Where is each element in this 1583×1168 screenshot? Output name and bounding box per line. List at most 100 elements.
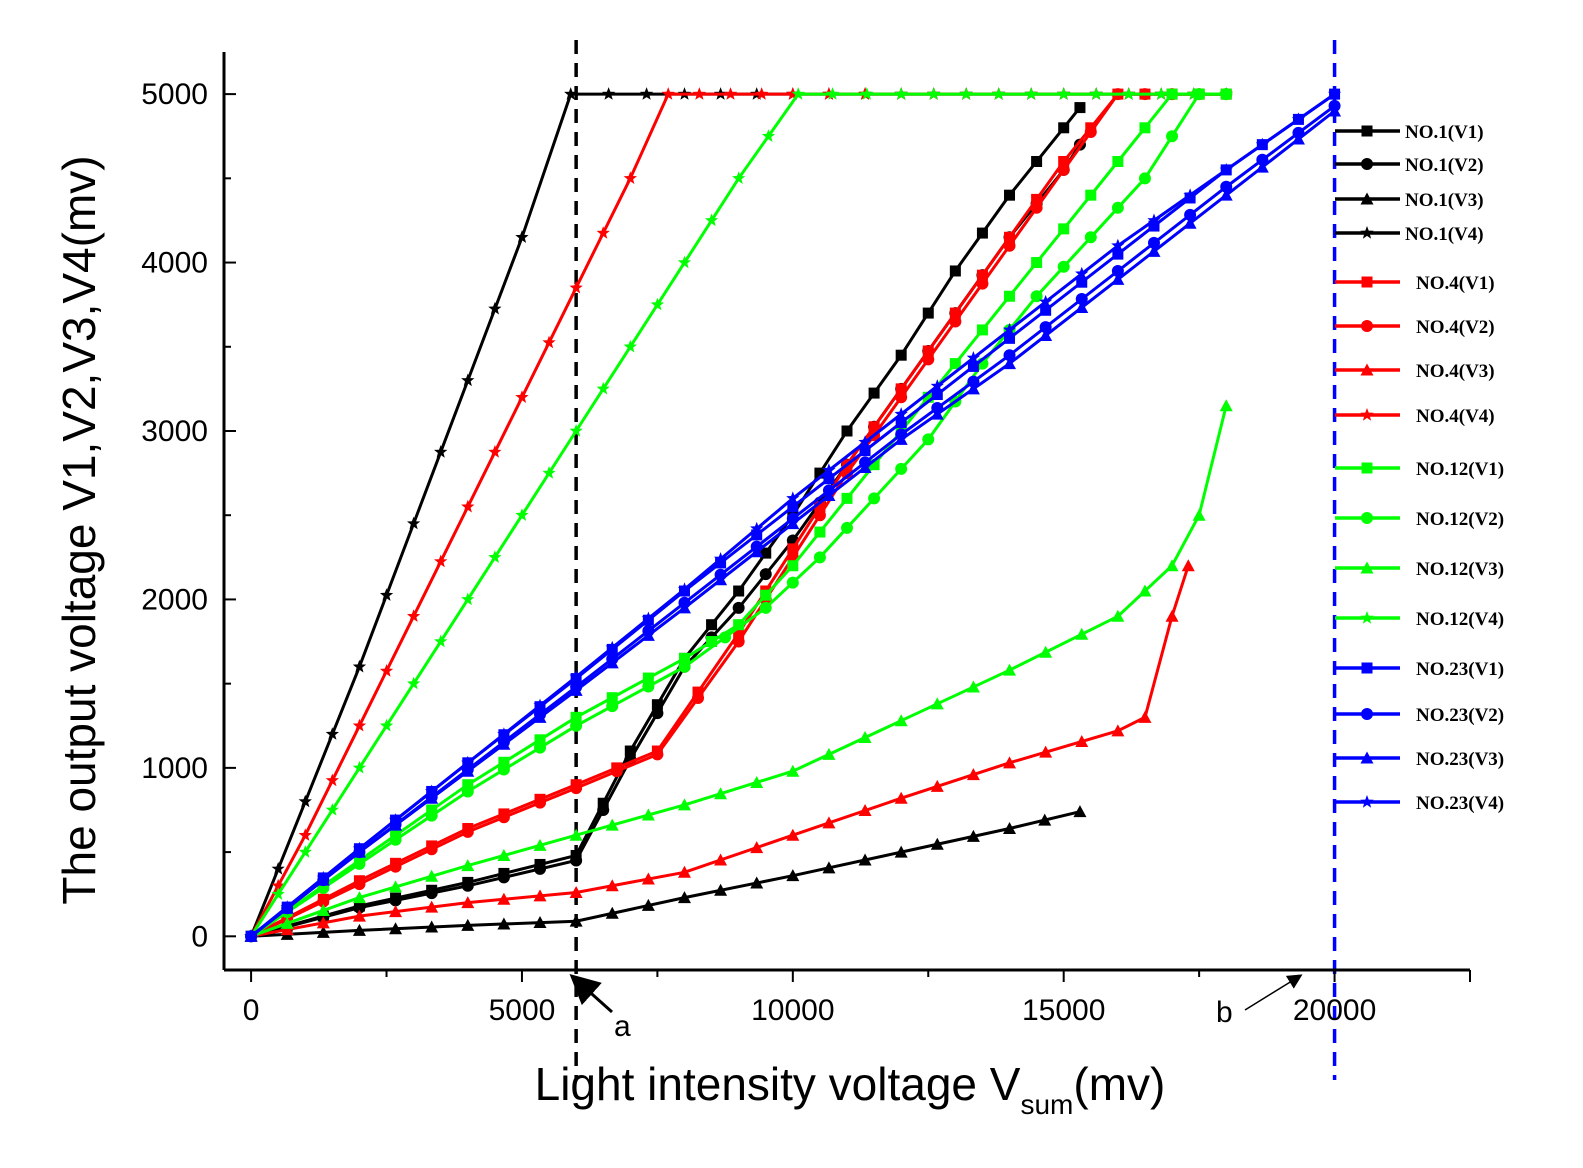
data-point xyxy=(325,727,339,740)
tick-labels: 0 1000 2000 3000 4000 5000 0 5000 10000 15000 2000… xyxy=(141,78,1376,1027)
legend-item: NO.23(V2) xyxy=(1335,705,1504,726)
data-point xyxy=(733,619,745,631)
data-point xyxy=(787,501,799,513)
data-point xyxy=(895,417,907,429)
data-point xyxy=(1111,724,1125,737)
data-point xyxy=(1003,357,1017,370)
data-point xyxy=(298,794,312,808)
data-point xyxy=(1040,304,1052,316)
data-point xyxy=(868,492,881,505)
data-point xyxy=(678,652,690,664)
data-point xyxy=(1361,125,1373,137)
data-point xyxy=(1111,264,1124,277)
data-point xyxy=(353,878,366,891)
legend-item: NO.4(V1) xyxy=(1335,273,1495,294)
data-point xyxy=(434,554,448,568)
data-point xyxy=(497,737,511,750)
data-point xyxy=(605,818,619,831)
data-point xyxy=(1138,584,1152,597)
data-point xyxy=(1184,208,1197,221)
data-point xyxy=(461,499,475,513)
data-point xyxy=(894,432,908,445)
data-point xyxy=(488,550,502,563)
data-point xyxy=(1089,87,1103,100)
legend-item: NO.1(V1) xyxy=(1335,122,1484,143)
data-point xyxy=(1002,322,1017,336)
data-point xyxy=(389,833,402,846)
data-point xyxy=(868,421,880,433)
data-point xyxy=(379,664,394,677)
data-point xyxy=(389,894,402,907)
data-point xyxy=(1361,462,1373,474)
data-point xyxy=(930,697,944,710)
data-point xyxy=(596,381,610,395)
data-point xyxy=(461,859,475,872)
data-point xyxy=(677,255,692,269)
data-point xyxy=(1031,257,1043,269)
data-point xyxy=(1084,126,1097,139)
data-point xyxy=(992,87,1006,100)
data-point xyxy=(858,804,872,817)
data-point xyxy=(605,906,619,919)
legend-label: NO.4(V3) xyxy=(1416,361,1495,382)
data-point xyxy=(949,358,961,370)
data-point xyxy=(1024,87,1038,100)
data-point xyxy=(325,773,339,787)
data-point xyxy=(1039,321,1052,334)
data-point xyxy=(791,87,805,100)
data-point xyxy=(425,887,438,900)
data-point xyxy=(706,619,718,631)
data-point xyxy=(759,568,772,581)
series-line xyxy=(250,143,1082,938)
data-point xyxy=(922,353,935,366)
data-point xyxy=(949,265,961,277)
y-tick-label: 0 xyxy=(191,920,208,953)
legend-item: NO.1(V3) xyxy=(1335,190,1484,211)
data-point xyxy=(678,660,691,673)
data-point xyxy=(1058,155,1070,167)
data-point xyxy=(1361,708,1373,720)
data-point xyxy=(1327,87,1342,100)
series-layer xyxy=(244,87,1342,943)
data-point xyxy=(425,784,439,798)
data-point xyxy=(488,301,502,315)
data-point xyxy=(1361,662,1373,674)
series-no-1-v4- xyxy=(244,87,1233,942)
data-point xyxy=(1165,559,1179,572)
data-point xyxy=(651,699,663,711)
data-point xyxy=(389,905,403,918)
data-point xyxy=(1003,756,1017,769)
data-point xyxy=(814,501,826,513)
data-point xyxy=(1075,627,1089,640)
data-point xyxy=(1003,349,1016,362)
legend-label: NO.1(V2) xyxy=(1405,155,1484,176)
data-point xyxy=(244,929,258,942)
legend-item: NO.12(V1) xyxy=(1335,459,1504,480)
data-point xyxy=(497,727,511,740)
legend-item: NO.12(V3) xyxy=(1335,559,1504,580)
data-point xyxy=(639,87,654,100)
data-point xyxy=(1003,822,1017,835)
data-point xyxy=(569,828,583,841)
data-point xyxy=(713,552,728,565)
data-point xyxy=(813,509,826,522)
data-point xyxy=(1139,122,1151,134)
data-point xyxy=(570,719,583,732)
data-point xyxy=(858,731,872,744)
legend-item: NO.23(V3) xyxy=(1335,749,1504,770)
data-point xyxy=(1085,189,1097,201)
data-point xyxy=(1220,180,1233,193)
data-point xyxy=(1219,188,1233,201)
data-point xyxy=(462,779,474,791)
data-point xyxy=(1038,813,1052,826)
data-point xyxy=(677,601,691,614)
data-point xyxy=(760,589,772,601)
legend-label: NO.23(V3) xyxy=(1416,749,1504,770)
data-point xyxy=(434,445,448,458)
legend-item: NO.1(V4) xyxy=(1335,224,1484,245)
data-point xyxy=(298,828,312,841)
data-point xyxy=(949,307,961,319)
data-point xyxy=(966,768,980,781)
data-point xyxy=(434,634,448,648)
data-point xyxy=(1075,734,1089,747)
